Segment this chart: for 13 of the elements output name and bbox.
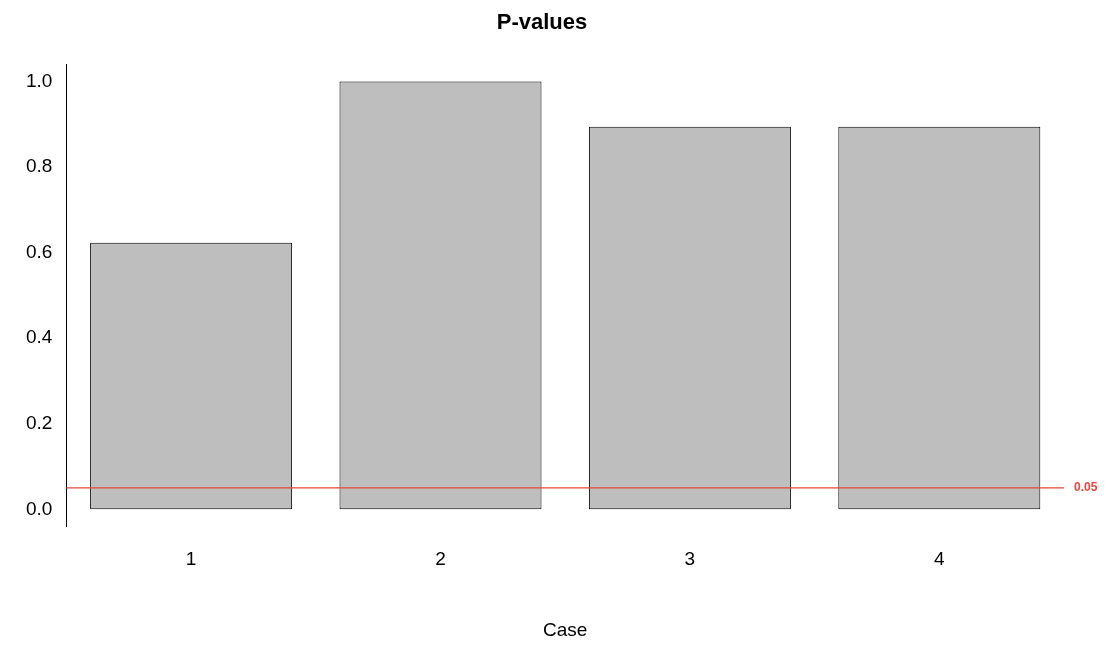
x-tick-label: 1 xyxy=(185,548,197,570)
y-tick-label: 0.2 xyxy=(25,411,53,433)
y-tick-label: 0.6 xyxy=(25,240,53,262)
x-tick-label: 3 xyxy=(684,548,696,570)
y-tick-label: 1.0 xyxy=(25,69,53,91)
y-tick-label: 0.0 xyxy=(25,497,53,519)
y-tick-label: 0.4 xyxy=(25,326,53,348)
ref-line-label: 0.05 xyxy=(1074,480,1098,495)
x-tick-label: 4 xyxy=(934,548,946,570)
chart-title: P-values xyxy=(496,9,588,35)
x-tick-label: 2 xyxy=(435,548,446,570)
x-axis-title: Case xyxy=(543,618,588,640)
y-tick-label: 0.8 xyxy=(25,155,53,177)
